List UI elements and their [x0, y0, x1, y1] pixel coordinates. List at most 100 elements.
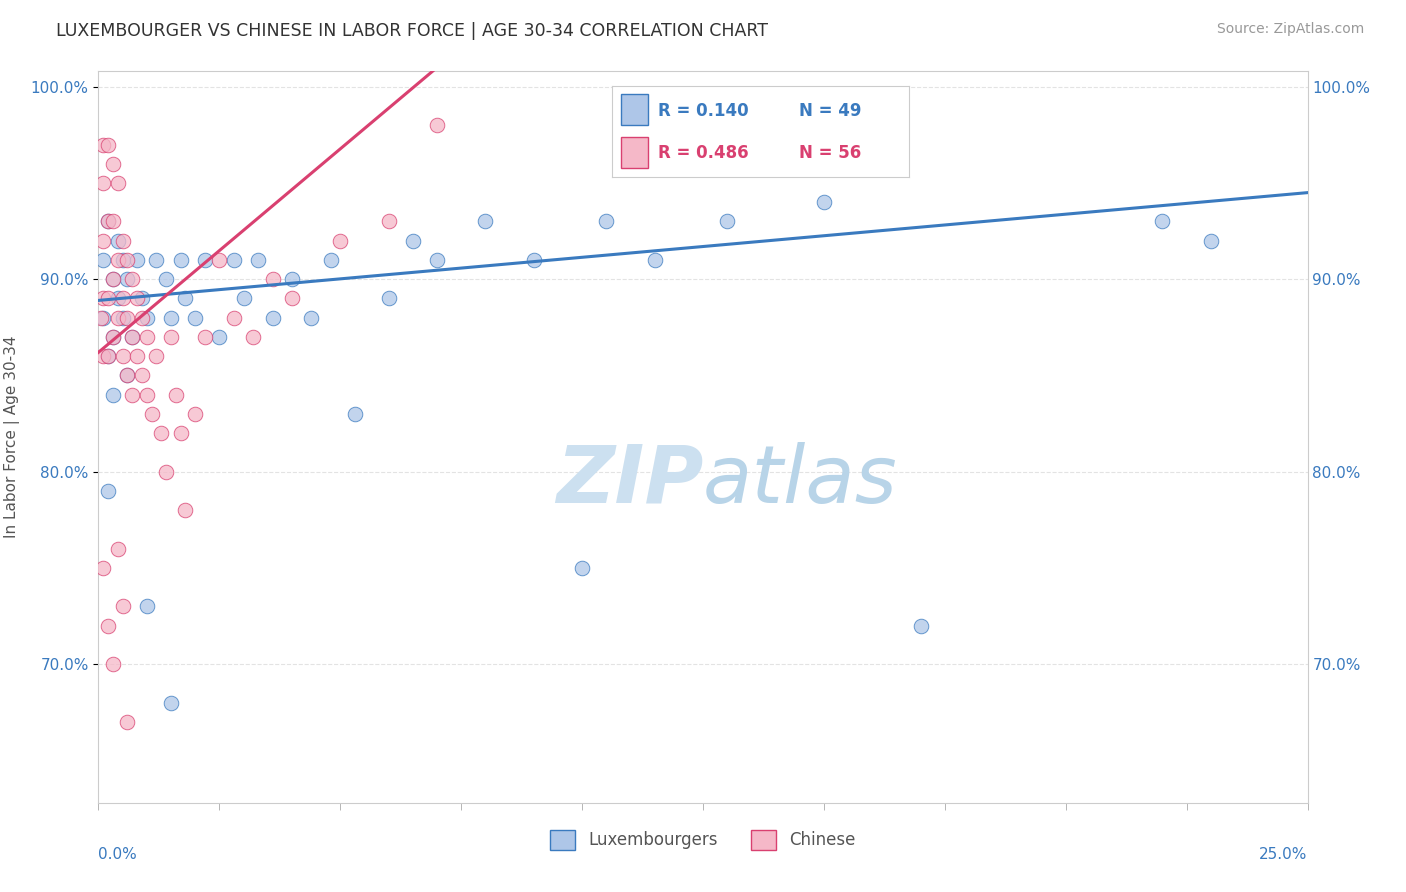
Point [121, 330, 143, 344]
Point [91, 292, 114, 306]
Point [242, 330, 264, 344]
Point [121, 388, 143, 402]
Point [97, 618, 120, 632]
Point [117, 368, 139, 383]
Point [135, 388, 157, 402]
Point [135, 310, 157, 325]
Point [184, 407, 207, 421]
Point [135, 330, 157, 344]
Point [131, 368, 153, 383]
Point [329, 234, 352, 248]
Point [111, 252, 134, 267]
Point [523, 252, 546, 267]
Y-axis label: In Labor Force | Age 30-34: In Labor Force | Age 30-34 [4, 335, 20, 539]
Point [131, 292, 153, 306]
Point [145, 252, 167, 267]
Point [91, 561, 114, 575]
Point [319, 252, 342, 267]
Point [169, 252, 191, 267]
Point [111, 292, 134, 306]
Point [595, 214, 617, 228]
Point [644, 252, 666, 267]
Point [160, 696, 183, 710]
Point [91, 234, 114, 248]
Point [117, 272, 139, 286]
Point [101, 272, 124, 286]
Point [910, 618, 932, 632]
Point [107, 234, 129, 248]
Point [426, 118, 449, 132]
Text: 25.0%: 25.0% [1260, 847, 1308, 862]
Point [117, 714, 139, 729]
Point [281, 272, 304, 286]
Point [131, 310, 153, 325]
Point [299, 310, 322, 325]
Point [160, 330, 183, 344]
Point [91, 349, 114, 363]
Point [127, 252, 149, 267]
Point [1199, 234, 1222, 248]
Point [262, 310, 284, 325]
Point [97, 292, 120, 306]
Point [160, 310, 183, 325]
Point [91, 137, 114, 152]
Point [127, 292, 149, 306]
Point [101, 157, 124, 171]
Point [716, 214, 738, 228]
Point [101, 272, 124, 286]
Point [97, 137, 120, 152]
Point [184, 310, 207, 325]
Point [90, 310, 112, 325]
Point [141, 407, 163, 421]
Point [111, 349, 134, 363]
Point [377, 292, 399, 306]
Point [402, 234, 425, 248]
Point [145, 349, 167, 363]
Point [150, 426, 173, 441]
Point [97, 214, 120, 228]
Point [107, 252, 129, 267]
Point [1152, 214, 1174, 228]
Point [474, 214, 496, 228]
Point [135, 599, 157, 614]
Point [97, 349, 120, 363]
Point [117, 252, 139, 267]
Point [813, 195, 835, 210]
Text: Source: ZipAtlas.com: Source: ZipAtlas.com [1216, 22, 1364, 37]
Point [426, 252, 449, 267]
Text: LUXEMBOURGER VS CHINESE IN LABOR FORCE | AGE 30-34 CORRELATION CHART: LUXEMBOURGER VS CHINESE IN LABOR FORCE |… [56, 22, 768, 40]
Point [194, 252, 217, 267]
Point [97, 214, 120, 228]
Point [91, 176, 114, 190]
Point [111, 310, 134, 325]
Point [101, 214, 124, 228]
Point [155, 272, 177, 286]
Point [222, 252, 245, 267]
Point [107, 292, 129, 306]
Point [101, 388, 124, 402]
Point [281, 292, 304, 306]
Point [208, 252, 231, 267]
Point [107, 310, 129, 325]
Text: 0.0%: 0.0% [98, 847, 138, 862]
Point [208, 330, 231, 344]
Point [101, 657, 124, 672]
Point [111, 234, 134, 248]
Point [174, 503, 197, 517]
Point [232, 292, 254, 306]
Point [127, 349, 149, 363]
Point [107, 176, 129, 190]
Point [107, 541, 129, 556]
Point [111, 599, 134, 614]
Point [117, 310, 139, 325]
Point [571, 561, 593, 575]
Point [97, 483, 120, 498]
Point [97, 349, 120, 363]
Point [169, 426, 191, 441]
Point [222, 310, 245, 325]
Point [174, 292, 197, 306]
Point [262, 272, 284, 286]
Text: ZIP: ZIP [555, 442, 703, 520]
Point [247, 252, 270, 267]
Point [117, 368, 139, 383]
